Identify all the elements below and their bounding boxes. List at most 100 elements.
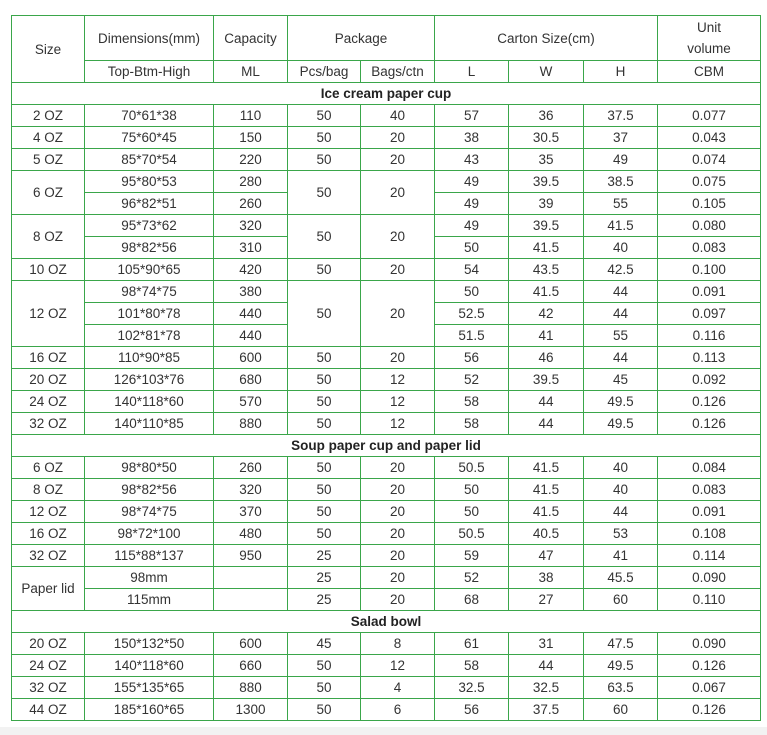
cell-carton-l: 38 bbox=[434, 126, 509, 149]
cell-cbm: 0.090 bbox=[657, 566, 761, 589]
cell-cbm: 0.126 bbox=[657, 698, 761, 721]
cell-size: 32 OZ bbox=[11, 412, 85, 435]
cell-size: 44 OZ bbox=[11, 698, 85, 721]
cell-carton-w: 41 bbox=[508, 324, 584, 347]
cell-capacity: 320 bbox=[213, 214, 288, 237]
cell-carton-h: 40 bbox=[583, 236, 658, 259]
cell-bags-ctn: 20 bbox=[360, 566, 435, 589]
cell-bags-ctn: 6 bbox=[360, 698, 435, 721]
header-top-btm-high: Top-Btm-High bbox=[84, 60, 214, 83]
cell-pcs-bag: 50 bbox=[287, 170, 361, 215]
table-row: 96*82*51 260 49 39 55 0.105 bbox=[12, 192, 761, 215]
table-row: 8 OZ 95*73*62 320 50 20 49 39.5 41.5 0.080 bbox=[11, 214, 761, 259]
cell-cbm: 0.091 bbox=[657, 280, 761, 303]
cell-carton-l: 50 bbox=[434, 500, 509, 523]
cell-capacity: 880 bbox=[213, 676, 288, 699]
cell-carton-w: 39.5 bbox=[508, 214, 584, 237]
table-row: 8 OZ 98*82*56 320 50 20 50 41.5 40 0.083 bbox=[11, 478, 761, 501]
cell-pcs-bag: 50 bbox=[287, 456, 361, 479]
cell-capacity bbox=[213, 588, 288, 611]
cell-size: 12 OZ bbox=[11, 280, 85, 347]
cell-bags-ctn: 20 bbox=[360, 346, 435, 369]
table-row: 20 OZ 126*103*76 680 50 12 52 39.5 45 0.092 bbox=[11, 368, 761, 391]
cell-carton-h: 37 bbox=[583, 126, 658, 149]
cell-carton-w: 46 bbox=[508, 346, 584, 369]
cell-bags-ctn: 20 bbox=[360, 280, 435, 347]
cell-carton-l: 56 bbox=[434, 346, 509, 369]
cell-dimensions: 98*72*100 bbox=[84, 522, 214, 545]
cell-dimensions: 98mm bbox=[84, 566, 214, 589]
cell-capacity bbox=[213, 566, 288, 589]
cell-bags-ctn: 20 bbox=[360, 148, 435, 171]
cell-carton-w: 42 bbox=[508, 302, 584, 325]
cell-pcs-bag: 50 bbox=[287, 698, 361, 721]
cell-capacity: 220 bbox=[213, 148, 288, 171]
cell-carton-l: 57 bbox=[434, 104, 509, 127]
cell-carton-h: 44 bbox=[583, 500, 658, 523]
cell-carton-h: 45.5 bbox=[583, 566, 658, 589]
cell-dimensions: 95*73*62 bbox=[84, 214, 214, 237]
cell-bags-ctn: 12 bbox=[360, 368, 435, 391]
cell-carton-h: 53 bbox=[583, 522, 658, 545]
cell-carton-l: 61 bbox=[434, 632, 509, 655]
cell-cbm: 0.100 bbox=[657, 258, 761, 281]
cell-cbm: 0.083 bbox=[657, 478, 761, 501]
cell-carton-w: 39 bbox=[508, 192, 584, 215]
cell-size: 6 OZ bbox=[11, 170, 85, 215]
cell-cbm: 0.116 bbox=[657, 324, 761, 347]
cell-size: 12 OZ bbox=[11, 500, 85, 523]
cell-dimensions: 95*80*53 bbox=[84, 170, 214, 193]
cell-dimensions: 96*82*51 bbox=[84, 192, 214, 215]
cell-carton-w: 44 bbox=[508, 654, 584, 677]
cell-carton-l: 32.5 bbox=[434, 676, 509, 699]
cell-dimensions: 98*74*75 bbox=[84, 500, 214, 523]
table-row: 2 OZ 70*61*38 110 50 40 57 36 37.5 0.077 bbox=[11, 104, 761, 127]
cell-pcs-bag: 50 bbox=[287, 522, 361, 545]
cell-carton-l: 50 bbox=[434, 280, 509, 303]
cell-bags-ctn: 12 bbox=[360, 654, 435, 677]
cell-size: 5 OZ bbox=[11, 148, 85, 171]
cell-carton-h: 41.5 bbox=[583, 214, 658, 237]
cell-carton-w: 41.5 bbox=[508, 456, 584, 479]
cell-carton-l: 58 bbox=[434, 390, 509, 413]
cell-carton-h: 49.5 bbox=[583, 654, 658, 677]
cell-cbm: 0.097 bbox=[657, 302, 761, 325]
cell-cbm: 0.126 bbox=[657, 390, 761, 413]
cell-carton-h: 55 bbox=[583, 324, 658, 347]
cell-cbm: 0.080 bbox=[657, 214, 761, 237]
cell-dimensions: 140*118*60 bbox=[84, 654, 214, 677]
cell-dimensions: 102*81*78 bbox=[84, 324, 214, 347]
table-row: 12 OZ 98*74*75 380 50 20 50 41.5 44 0.091 bbox=[11, 280, 761, 347]
cell-cbm: 0.043 bbox=[657, 126, 761, 149]
cell-dimensions: 101*80*78 bbox=[84, 302, 214, 325]
cell-carton-h: 45 bbox=[583, 368, 658, 391]
cell-carton-l: 52 bbox=[434, 566, 509, 589]
table-row: Paper lid 98mm 25 20 52 38 45.5 0.090 bbox=[11, 566, 761, 611]
cell-dimensions: 98*74*75 bbox=[84, 280, 214, 303]
cell-carton-h: 49.5 bbox=[583, 390, 658, 413]
cell-capacity: 260 bbox=[213, 456, 288, 479]
cell-dimensions: 98*82*56 bbox=[84, 236, 214, 259]
cell-cbm: 0.075 bbox=[657, 170, 761, 193]
cell-cbm: 0.126 bbox=[657, 412, 761, 435]
cell-pcs-bag: 50 bbox=[287, 390, 361, 413]
cell-bags-ctn: 8 bbox=[360, 632, 435, 655]
cell-carton-l: 56 bbox=[434, 698, 509, 721]
cell-capacity: 1300 bbox=[213, 698, 288, 721]
cell-cbm: 0.113 bbox=[657, 346, 761, 369]
cell-carton-w: 47 bbox=[508, 544, 584, 567]
cell-carton-l: 50.5 bbox=[434, 456, 509, 479]
cell-carton-l: 49 bbox=[434, 192, 509, 215]
cell-dimensions: 126*103*76 bbox=[84, 368, 214, 391]
cell-carton-w: 38 bbox=[508, 566, 584, 589]
cell-dimensions: 150*132*50 bbox=[84, 632, 214, 655]
cell-carton-h: 44 bbox=[583, 280, 658, 303]
cell-dimensions: 98*80*50 bbox=[84, 456, 214, 479]
cell-carton-h: 63.5 bbox=[583, 676, 658, 699]
cell-cbm: 0.083 bbox=[657, 236, 761, 259]
cell-carton-h: 47.5 bbox=[583, 632, 658, 655]
section-row: Soup paper cup and paper lid bbox=[11, 434, 761, 457]
cell-size: 32 OZ bbox=[11, 544, 85, 567]
cell-bags-ctn: 4 bbox=[360, 676, 435, 699]
cell-pcs-bag: 50 bbox=[287, 654, 361, 677]
